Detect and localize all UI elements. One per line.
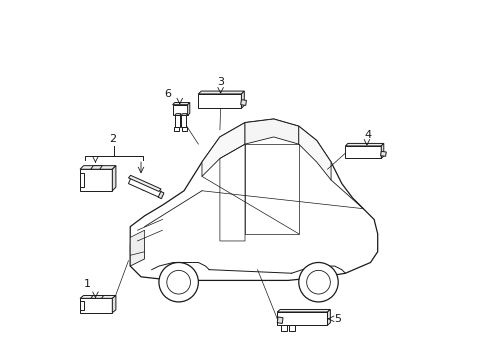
Polygon shape (130, 230, 145, 255)
Circle shape (299, 262, 338, 302)
Polygon shape (172, 105, 188, 116)
Text: 2: 2 (109, 134, 116, 144)
Polygon shape (277, 312, 327, 325)
Polygon shape (158, 192, 164, 199)
Polygon shape (91, 166, 102, 169)
Polygon shape (381, 143, 384, 158)
Polygon shape (241, 100, 246, 105)
Text: 1: 1 (84, 279, 91, 289)
Polygon shape (80, 173, 84, 187)
Polygon shape (112, 166, 116, 191)
Polygon shape (80, 301, 84, 310)
Polygon shape (175, 116, 180, 127)
Polygon shape (245, 119, 299, 144)
Polygon shape (188, 103, 190, 116)
Polygon shape (289, 325, 295, 330)
Polygon shape (242, 91, 245, 108)
Polygon shape (202, 123, 245, 176)
Text: 4: 4 (364, 130, 371, 140)
Polygon shape (175, 114, 181, 116)
Polygon shape (281, 325, 287, 330)
Circle shape (159, 262, 198, 302)
Polygon shape (80, 169, 112, 191)
Polygon shape (299, 126, 331, 180)
Polygon shape (182, 127, 187, 131)
Text: 6: 6 (165, 89, 172, 99)
Polygon shape (181, 114, 188, 116)
Polygon shape (174, 127, 179, 131)
Polygon shape (80, 166, 116, 169)
Text: 3: 3 (217, 77, 224, 87)
Polygon shape (172, 103, 190, 105)
Polygon shape (91, 296, 104, 298)
Polygon shape (181, 116, 186, 127)
Polygon shape (345, 143, 384, 146)
Polygon shape (381, 151, 386, 156)
Polygon shape (80, 298, 112, 313)
Polygon shape (80, 296, 116, 298)
Polygon shape (327, 310, 330, 325)
Polygon shape (112, 296, 116, 313)
Polygon shape (277, 317, 283, 323)
Polygon shape (277, 310, 330, 312)
Polygon shape (130, 237, 145, 266)
Polygon shape (198, 94, 242, 108)
Polygon shape (128, 178, 161, 197)
Polygon shape (128, 175, 161, 192)
Polygon shape (198, 91, 245, 94)
Text: 5: 5 (334, 314, 341, 324)
Polygon shape (345, 146, 381, 158)
Polygon shape (130, 119, 378, 280)
